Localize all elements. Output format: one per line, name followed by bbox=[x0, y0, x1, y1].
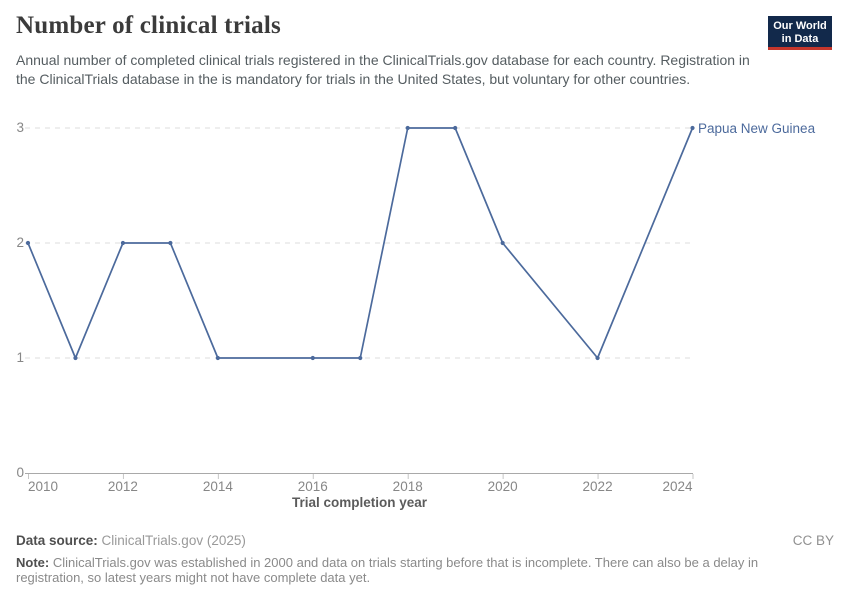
data-point bbox=[405, 125, 410, 131]
data-point bbox=[73, 355, 78, 361]
license-badge[interactable]: CC BY bbox=[792, 533, 834, 548]
note-label: Note: bbox=[16, 555, 50, 570]
y-tick-label: 0 bbox=[16, 465, 24, 480]
x-tick-label: 2010 bbox=[28, 479, 59, 494]
data-point bbox=[120, 240, 126, 246]
data-point bbox=[595, 355, 600, 361]
chart-note: Note: ClinicalTrials.gov was established… bbox=[16, 555, 822, 586]
x-tick-label: 2024 bbox=[662, 479, 693, 494]
data-source-value[interactable]: ClinicalTrials.gov (2025) bbox=[101, 533, 246, 548]
note-text: ClinicalTrials.gov was established in 20… bbox=[16, 555, 759, 586]
data-point bbox=[25, 240, 31, 246]
y-tick-label: 3 bbox=[16, 120, 24, 135]
chart-title: Number of clinical trials bbox=[16, 12, 281, 39]
data-point bbox=[215, 355, 220, 361]
owid-logo-line1: Our World bbox=[773, 20, 827, 32]
y-tick-label: 2 bbox=[16, 235, 24, 250]
footer-source-row: Data source: ClinicalTrials.gov (2025) C… bbox=[16, 533, 834, 550]
series-label[interactable]: Papua New Guinea bbox=[698, 121, 816, 136]
data-point bbox=[168, 240, 173, 246]
data-source-label: Data source: bbox=[16, 533, 98, 548]
data-point bbox=[690, 125, 695, 131]
x-tick-label: 2014 bbox=[202, 479, 233, 494]
series-line bbox=[27, 127, 694, 359]
x-axis-title: Trial completion year bbox=[291, 495, 428, 510]
x-tick-label: 2020 bbox=[487, 479, 518, 494]
x-tick-label: 2022 bbox=[582, 479, 613, 494]
data-point bbox=[453, 125, 458, 131]
x-tick-label: 2012 bbox=[107, 479, 138, 494]
owid-logo-line2: in Data bbox=[781, 33, 819, 45]
x-tick-label: 2018 bbox=[392, 479, 423, 494]
data-point bbox=[310, 355, 315, 361]
owid-logo[interactable]: Our World in Data bbox=[768, 16, 832, 50]
data-point bbox=[500, 240, 505, 246]
data-point bbox=[358, 355, 363, 361]
x-tick-label: 2016 bbox=[297, 479, 328, 494]
chart-subtitle: Annual number of completed clinical tria… bbox=[16, 52, 750, 88]
y-tick-label: 1 bbox=[16, 350, 24, 365]
x-axis-labels: 2010 2012 2014 2016 2018 2020 2022 2024 bbox=[0, 479, 850, 497]
